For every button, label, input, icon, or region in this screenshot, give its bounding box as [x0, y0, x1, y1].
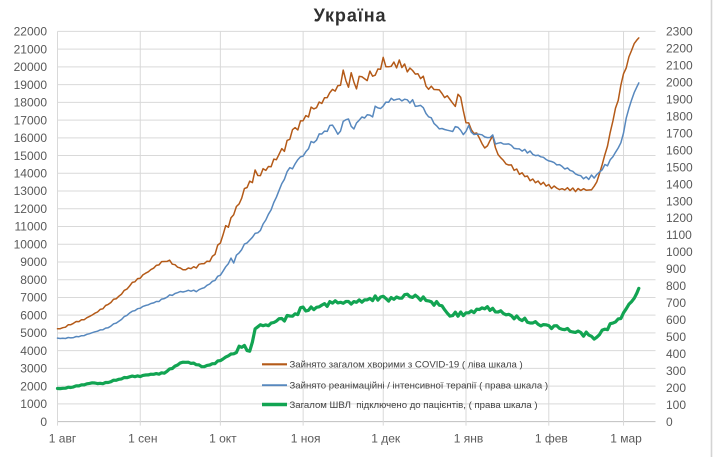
svg-text:1000: 1000 — [666, 245, 693, 259]
svg-text:8000: 8000 — [20, 273, 47, 287]
svg-text:1 окт: 1 окт — [209, 432, 237, 446]
svg-text:1300: 1300 — [666, 194, 693, 208]
svg-text:300: 300 — [666, 364, 686, 378]
svg-text:100: 100 — [666, 398, 686, 412]
svg-text:19000: 19000 — [14, 78, 48, 92]
svg-text:400: 400 — [666, 347, 686, 361]
svg-text:2100: 2100 — [666, 59, 693, 73]
svg-text:1700: 1700 — [666, 126, 693, 140]
svg-text:14000: 14000 — [14, 166, 48, 180]
svg-text:2300: 2300 — [666, 25, 693, 39]
svg-text:3000: 3000 — [20, 362, 47, 376]
svg-text:200: 200 — [666, 381, 686, 395]
svg-text:800: 800 — [666, 279, 686, 293]
svg-text:1200: 1200 — [666, 211, 693, 225]
svg-text:21000: 21000 — [14, 42, 48, 56]
svg-text:Загалом ШВЛ підключено до пац: Загалом ШВЛ підключено до пацієнтів, ( п… — [290, 400, 538, 411]
svg-text:4000: 4000 — [20, 344, 47, 358]
svg-text:1 дек: 1 дек — [371, 432, 401, 446]
svg-text:1 ноя: 1 ноя — [291, 432, 321, 446]
svg-text:12000: 12000 — [14, 202, 48, 216]
svg-text:1000: 1000 — [20, 397, 47, 411]
svg-text:1 янв: 1 янв — [454, 432, 484, 446]
svg-text:2000: 2000 — [666, 76, 693, 90]
svg-text:13000: 13000 — [14, 184, 48, 198]
svg-text:900: 900 — [666, 262, 686, 276]
svg-text:1 авг: 1 авг — [49, 432, 77, 446]
svg-text:1500: 1500 — [666, 160, 693, 174]
svg-text:16000: 16000 — [14, 131, 48, 145]
svg-text:Україна: Україна — [314, 6, 387, 26]
svg-text:0: 0 — [666, 415, 673, 429]
svg-text:10000: 10000 — [14, 237, 48, 251]
svg-text:7000: 7000 — [20, 291, 47, 305]
svg-text:600: 600 — [666, 313, 686, 327]
svg-text:9000: 9000 — [20, 255, 47, 269]
svg-text:1 фев: 1 фев — [535, 432, 568, 446]
svg-text:11000: 11000 — [15, 220, 48, 234]
svg-text:1900: 1900 — [666, 92, 693, 106]
svg-text:18000: 18000 — [14, 96, 48, 110]
svg-text:500: 500 — [666, 330, 686, 344]
svg-text:1600: 1600 — [666, 143, 693, 157]
svg-text:17000: 17000 — [14, 113, 48, 127]
svg-text:Зайнято загалом хворими з COVI: Зайнято загалом хворими з COVID-19 ( лів… — [290, 360, 523, 371]
svg-text:6000: 6000 — [20, 308, 47, 322]
svg-text:1 сен: 1 сен — [128, 432, 157, 446]
svg-text:22000: 22000 — [14, 25, 48, 39]
svg-text:1100: 1100 — [666, 228, 692, 242]
svg-text:2200: 2200 — [666, 42, 693, 56]
svg-text:Зайнято реанімаційні / інтенси: Зайнято реанімаційні / інтенсивної терап… — [290, 381, 549, 392]
svg-text:5000: 5000 — [20, 326, 47, 340]
svg-text:0: 0 — [40, 415, 47, 429]
svg-text:2000: 2000 — [20, 379, 47, 393]
svg-text:1800: 1800 — [666, 109, 693, 123]
svg-text:700: 700 — [666, 296, 686, 310]
svg-text:1400: 1400 — [666, 177, 693, 191]
svg-text:15000: 15000 — [14, 149, 48, 163]
svg-text:1 мар: 1 мар — [610, 432, 642, 446]
svg-text:20000: 20000 — [14, 60, 48, 74]
